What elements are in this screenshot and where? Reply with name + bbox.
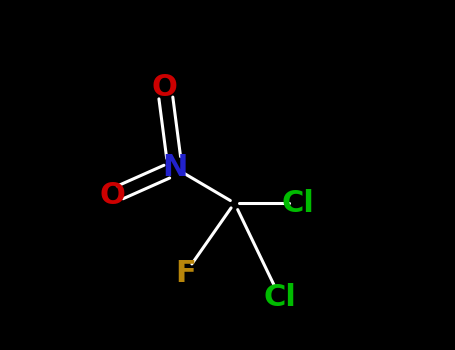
Text: O: O bbox=[99, 182, 125, 210]
Text: Cl: Cl bbox=[281, 189, 314, 217]
Text: F: F bbox=[175, 259, 196, 287]
Text: O: O bbox=[152, 73, 177, 102]
Text: N: N bbox=[162, 154, 187, 182]
Text: Cl: Cl bbox=[263, 283, 297, 312]
